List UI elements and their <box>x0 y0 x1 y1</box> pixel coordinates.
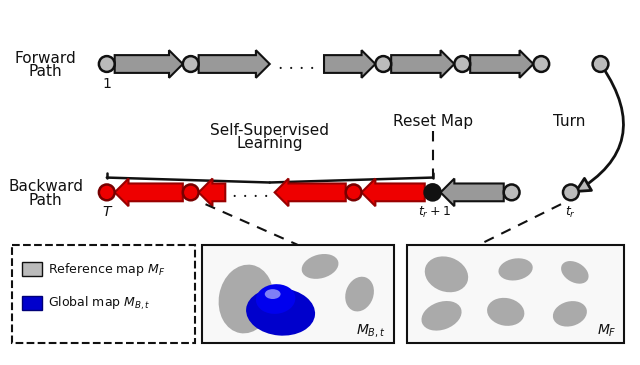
Circle shape <box>99 56 115 72</box>
FancyArrow shape <box>198 178 225 206</box>
FancyArrow shape <box>391 50 454 78</box>
FancyArrow shape <box>275 178 346 206</box>
Text: T: T <box>102 205 111 219</box>
Circle shape <box>533 56 549 72</box>
Text: Path: Path <box>29 193 62 208</box>
Ellipse shape <box>265 289 280 299</box>
Ellipse shape <box>487 298 524 326</box>
Text: 1: 1 <box>102 77 111 91</box>
Circle shape <box>563 184 579 200</box>
Circle shape <box>454 56 470 72</box>
Ellipse shape <box>422 301 461 331</box>
Text: Reset Map: Reset Map <box>392 114 473 129</box>
Ellipse shape <box>219 265 273 333</box>
Bar <box>22 262 42 276</box>
Text: Path: Path <box>29 64 62 80</box>
Ellipse shape <box>256 284 295 314</box>
FancyArrow shape <box>115 50 183 78</box>
Text: Turn: Turn <box>553 114 585 129</box>
Text: $t_r$: $t_r$ <box>565 205 577 220</box>
Text: $M_F$: $M_F$ <box>596 322 616 338</box>
Circle shape <box>346 184 362 200</box>
Ellipse shape <box>246 288 315 336</box>
FancyArrow shape <box>362 178 425 206</box>
Ellipse shape <box>345 277 374 311</box>
Bar <box>202 245 394 343</box>
Circle shape <box>376 56 391 72</box>
Text: Global map $M_{B,t}$: Global map $M_{B,t}$ <box>47 294 150 312</box>
Ellipse shape <box>499 258 532 281</box>
Circle shape <box>425 184 440 200</box>
Ellipse shape <box>301 254 339 279</box>
Text: Self-Supervised: Self-Supervised <box>210 123 329 138</box>
Ellipse shape <box>561 261 589 284</box>
Text: $t_r + 1$: $t_r + 1$ <box>418 205 451 220</box>
FancyArrow shape <box>440 178 504 206</box>
Ellipse shape <box>425 256 468 292</box>
Bar <box>407 245 624 343</box>
Circle shape <box>593 56 609 72</box>
Circle shape <box>504 184 520 200</box>
Bar <box>22 296 42 310</box>
Text: . . . .: . . . . <box>232 184 268 201</box>
Text: Reference map $M_F$: Reference map $M_F$ <box>47 261 165 278</box>
FancyArrow shape <box>324 50 376 78</box>
FancyArrow shape <box>470 50 533 78</box>
Bar <box>12 245 195 343</box>
Text: . . . .: . . . . <box>278 55 315 73</box>
Text: Learning: Learning <box>236 137 303 151</box>
Circle shape <box>183 184 198 200</box>
Circle shape <box>183 56 198 72</box>
Text: Forward: Forward <box>15 51 76 66</box>
Ellipse shape <box>553 301 587 327</box>
Text: Backward: Backward <box>8 179 83 194</box>
FancyArrow shape <box>198 50 269 78</box>
FancyArrow shape <box>115 178 183 206</box>
Text: $M_{B,t}$: $M_{B,t}$ <box>356 322 386 338</box>
Circle shape <box>99 184 115 200</box>
